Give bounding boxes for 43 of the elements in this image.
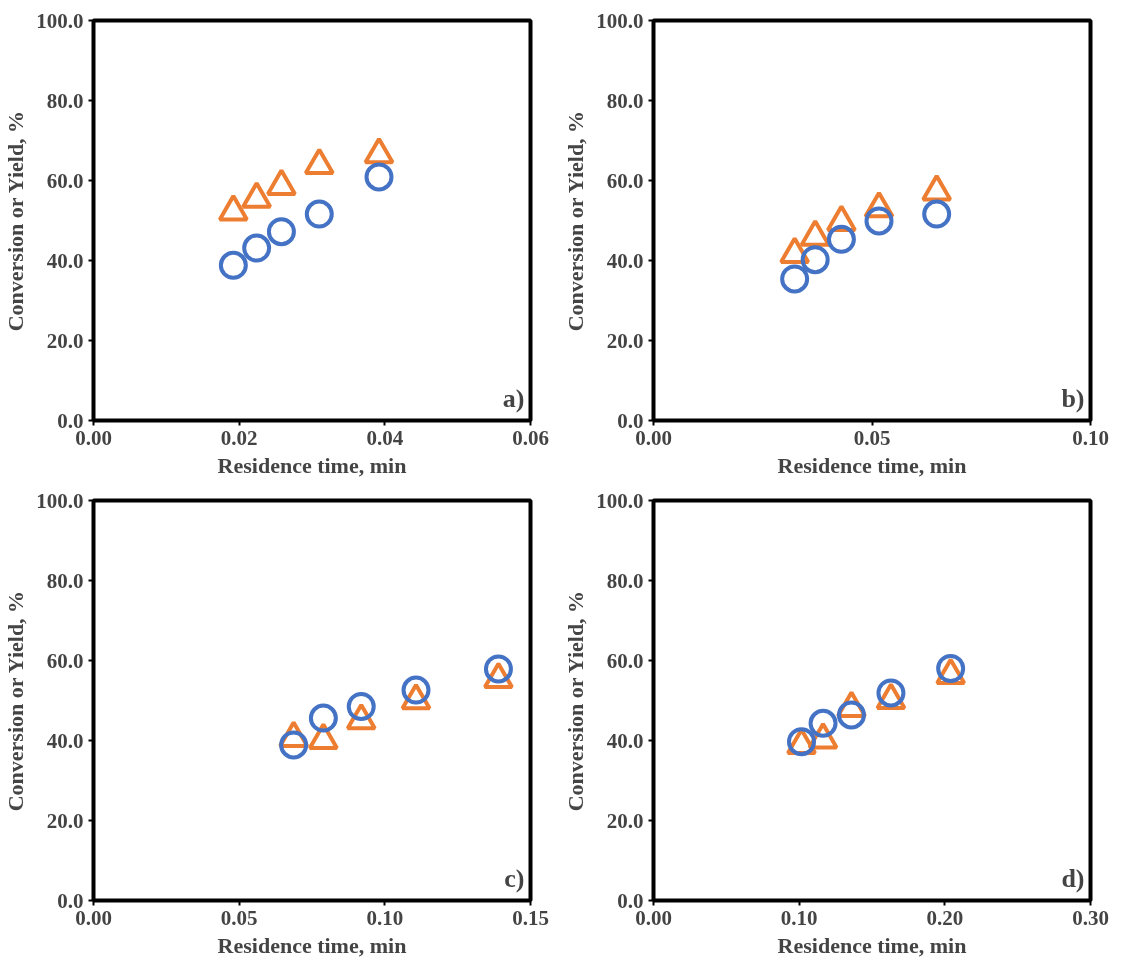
y-axis-title: Conversion or Yield, % (3, 590, 29, 812)
y-axis-title: Conversion or Yield, % (563, 110, 589, 332)
y-tick-label: 60.0 (46, 648, 84, 673)
x-tick-label: 0.02 (220, 425, 258, 450)
x-tick-label: 0.10 (1072, 425, 1109, 450)
x-tick-label: 0.04 (366, 425, 404, 450)
y-tick-label: 40.0 (46, 248, 84, 273)
y-tick-label: 100.0 (36, 488, 84, 513)
y-tick-label: 80.0 (606, 88, 644, 113)
y-tick-label: 100.0 (596, 8, 644, 33)
y-tick-label: 20.0 (606, 328, 644, 353)
x-axis-title: Residence time, min (217, 932, 407, 958)
y-tick-label: 20.0 (46, 808, 84, 833)
y-tick-label: 60.0 (606, 648, 644, 673)
y-tick-label: 80.0 (606, 568, 644, 593)
y-axis-title: Conversion or Yield, % (563, 590, 589, 812)
y-tick-label: 40.0 (606, 248, 644, 273)
x-tick-label: 0.05 (853, 425, 891, 450)
x-tick-label: 0.10 (366, 905, 404, 930)
y-tick-label: 60.0 (46, 168, 84, 193)
annotation: d) (1061, 863, 1085, 893)
x-axis-title: Residence time, min (217, 452, 407, 478)
y-tick-label: 40.0 (46, 728, 84, 753)
y-tick-label: 100.0 (36, 8, 84, 33)
annotation: c) (504, 863, 525, 893)
annotation: a) (502, 383, 525, 413)
y-tick-label: 80.0 (46, 568, 84, 593)
y-tick-label: 20.0 (46, 328, 84, 353)
x-axis-title: Residence time, min (777, 452, 967, 478)
x-tick-label: 0.06 (512, 425, 549, 450)
x-tick-label: 0.05 (220, 905, 258, 930)
x-tick-label: 0.30 (1072, 905, 1109, 930)
y-tick-label: 80.0 (46, 88, 84, 113)
x-tick-label: 0.20 (926, 905, 964, 930)
x-axis-title: Residence time, min (777, 932, 967, 958)
y-tick-label: 100.0 (596, 488, 644, 513)
y-tick-label: 60.0 (606, 168, 644, 193)
y-tick-label: 40.0 (606, 728, 644, 753)
y-tick-label: 20.0 (606, 808, 644, 833)
y-axis-title: Conversion or Yield, % (3, 110, 29, 332)
x-tick-label: 0.15 (512, 905, 549, 930)
annotation: b) (1061, 383, 1085, 413)
x-tick-label: 0.10 (780, 905, 818, 930)
